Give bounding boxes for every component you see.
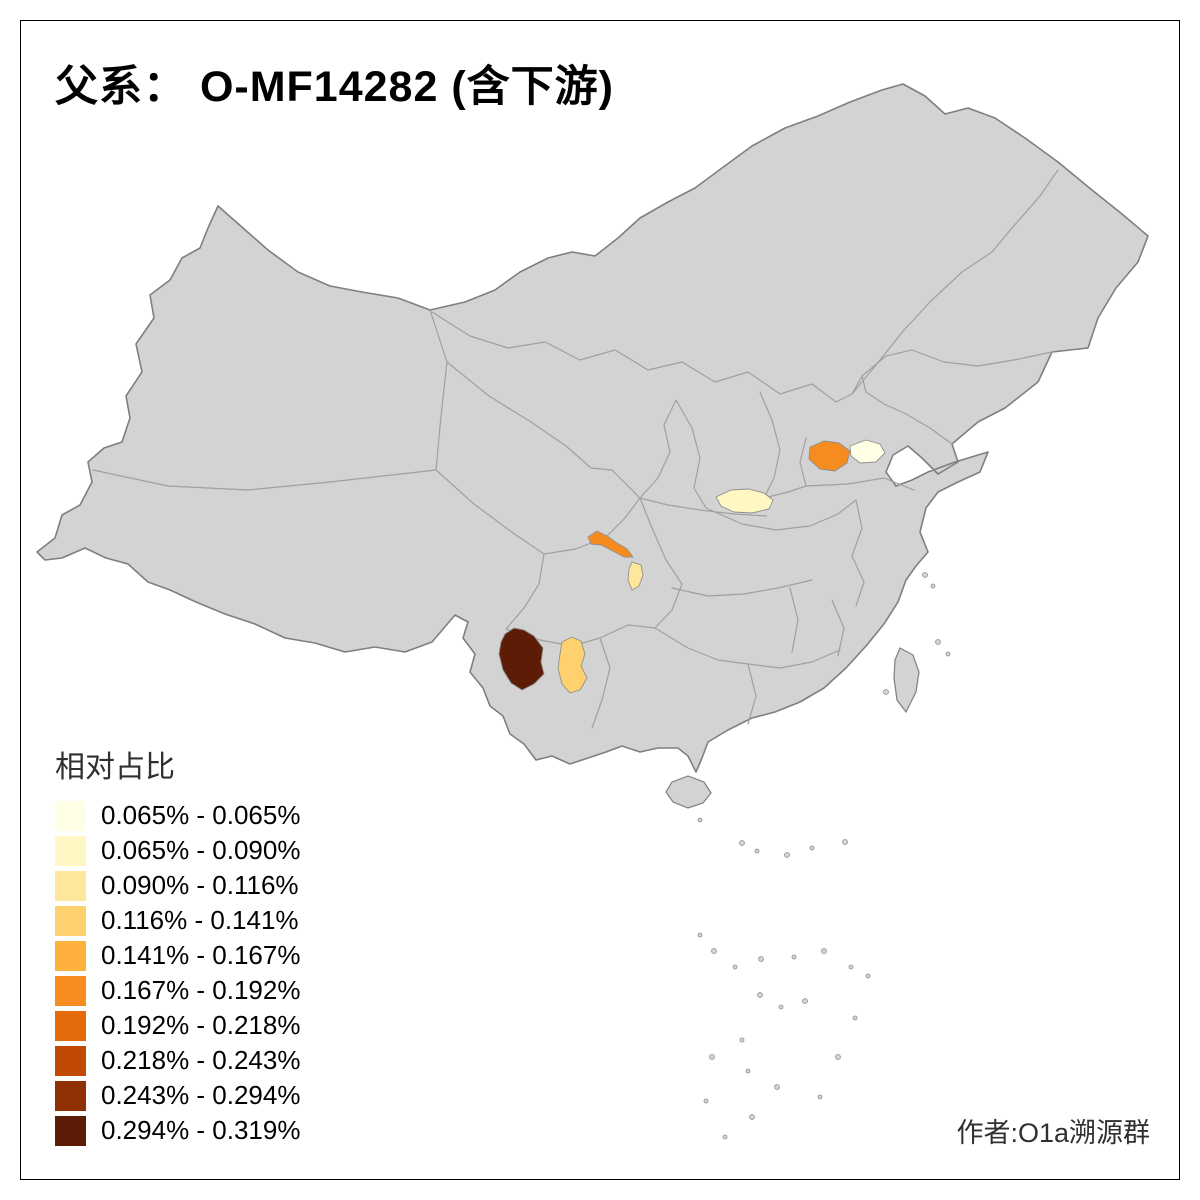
legend-item: 0.167% - 0.192%: [55, 975, 300, 1006]
highlight-region-west-shandong: [808, 440, 851, 472]
highlight-region-west-sichuan: [587, 530, 634, 558]
legend-swatch: [55, 975, 86, 1006]
legend-label: 0.065% - 0.090%: [101, 835, 301, 865]
legend-item: 0.065% - 0.090%: [55, 835, 300, 866]
legend: 相对占比 0.065% - 0.065% 0.065% - 0.090% 0.0…: [55, 742, 300, 1150]
legend-swatch: [55, 1010, 86, 1041]
legend-label: 0.116% - 0.141%: [101, 905, 299, 935]
legend-item: 0.243% - 0.294%: [55, 1080, 300, 1111]
legend-item: 0.116% - 0.141%: [55, 905, 300, 936]
highlight-region-south-shaanxi: [715, 488, 774, 514]
legend-swatch: [55, 940, 86, 971]
page-title: 父系： O-MF14282 (含下游): [55, 63, 614, 111]
legend-swatch: [55, 1045, 86, 1076]
legend-item: 0.065% - 0.065%: [55, 800, 300, 831]
legend-swatch: [55, 1080, 86, 1111]
legend-swatch: [55, 835, 86, 866]
taiwan-island: [893, 647, 920, 714]
legend-swatch: [55, 905, 86, 936]
legend-label: 0.294% - 0.319%: [101, 1115, 301, 1145]
legend-title: 相对占比: [55, 751, 175, 784]
highlight-region-east-shandong: [849, 439, 886, 464]
highlight-region-west-yunnan: [498, 627, 545, 691]
legend-label: 0.065% - 0.065%: [101, 800, 301, 830]
legend-label: 0.141% - 0.167%: [101, 940, 301, 970]
legend-swatch: [55, 800, 86, 831]
highlight-region-south-sichuan: [627, 561, 644, 591]
legend-item: 0.294% - 0.319%: [55, 1115, 300, 1146]
legend-item: 0.192% - 0.218%: [55, 1010, 300, 1041]
legend-label: 0.090% - 0.116%: [101, 870, 299, 900]
highlight-region-central-yunnan: [557, 636, 588, 694]
legend-swatch: [55, 1115, 86, 1146]
author-credit: 作者:O1a溯源群: [956, 1118, 1150, 1148]
hainan-island: [665, 775, 712, 809]
south-china-sea-islands: [697, 839, 871, 1140]
legend-item: 0.218% - 0.243%: [55, 1045, 300, 1076]
coastal-islets: [697, 572, 951, 823]
highlight-regions: [498, 439, 886, 694]
legend-item: 0.090% - 0.116%: [55, 870, 300, 901]
province-borders: [92, 169, 1059, 729]
china-mainland: [36, 83, 1149, 773]
legend-swatch: [55, 870, 86, 901]
legend-label: 0.192% - 0.218%: [101, 1010, 301, 1040]
legend-label: 0.167% - 0.192%: [101, 975, 301, 1005]
legend-label: 0.243% - 0.294%: [101, 1080, 301, 1110]
legend-item: 0.141% - 0.167%: [55, 940, 300, 971]
legend-label: 0.218% - 0.243%: [101, 1045, 301, 1075]
